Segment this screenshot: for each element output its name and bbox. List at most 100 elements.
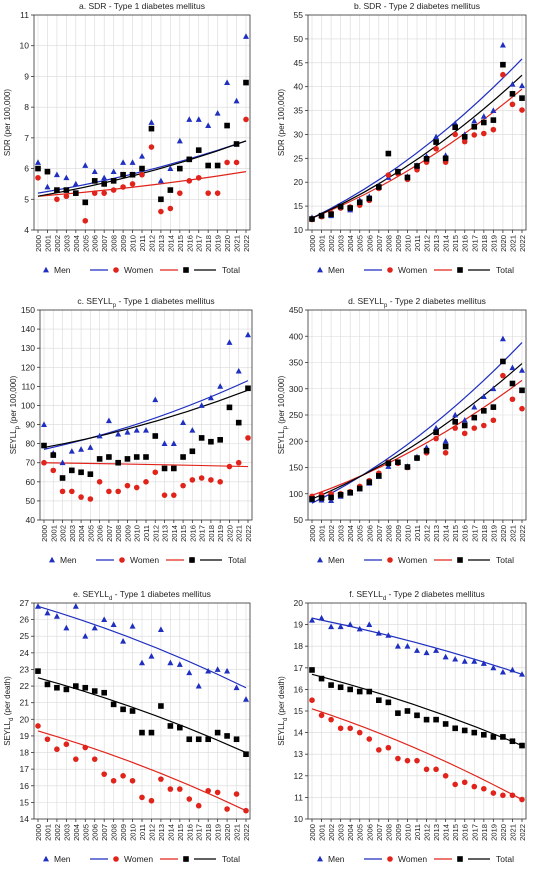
x-tick-label: 2008 bbox=[384, 824, 393, 841]
legend-label: Women bbox=[124, 854, 153, 864]
y-tick-label: 90 bbox=[26, 420, 36, 430]
data-point-women bbox=[442, 773, 449, 779]
x-tick-label: 2018 bbox=[204, 824, 213, 841]
trend-line-total bbox=[37, 677, 247, 754]
legend-marker bbox=[387, 557, 393, 563]
x-tick-label: 2022 bbox=[242, 235, 251, 252]
data-point-total bbox=[404, 464, 411, 470]
y-tick-label: 23 bbox=[20, 664, 30, 674]
data-point-women bbox=[309, 697, 315, 703]
data-point-women bbox=[50, 467, 57, 474]
data-point-total bbox=[500, 61, 506, 68]
data-point-men bbox=[490, 664, 497, 671]
y-tick-label: 60 bbox=[26, 477, 36, 487]
data-point-men bbox=[217, 383, 224, 389]
data-point-women bbox=[101, 771, 107, 777]
y-axis-label: SEYLLd (per death) bbox=[3, 676, 15, 746]
data-point-total bbox=[243, 751, 249, 757]
x-tick-label: 2011 bbox=[413, 824, 422, 840]
data-point-men bbox=[129, 623, 136, 629]
data-point-total bbox=[91, 178, 98, 184]
data-point-total bbox=[143, 454, 149, 460]
y-tick-label: 55 bbox=[294, 10, 304, 20]
y-tick-label: 15 bbox=[294, 706, 304, 716]
data-point-women bbox=[139, 171, 145, 178]
legend-marker bbox=[113, 267, 119, 273]
data-point-total bbox=[180, 454, 186, 460]
x-tick-label: 2011 bbox=[413, 235, 422, 251]
data-point-men bbox=[499, 668, 506, 675]
y-tick-label: 50 bbox=[294, 34, 304, 44]
data-point-total bbox=[442, 443, 449, 450]
y-tick-label: 21 bbox=[20, 698, 30, 708]
data-point-men bbox=[180, 419, 187, 426]
x-tick-label: 2016 bbox=[185, 824, 194, 841]
data-point-total bbox=[129, 171, 136, 178]
x-tick-label: 2014 bbox=[166, 235, 175, 252]
data-point-men bbox=[195, 116, 202, 122]
data-point-total bbox=[101, 181, 107, 187]
x-tick-label: 2008 bbox=[110, 235, 119, 252]
y-tick-label: 11 bbox=[294, 792, 303, 802]
y-tick-label: 30 bbox=[294, 129, 304, 139]
y-tick-label: 22 bbox=[20, 681, 30, 691]
x-tick-label: 2022 bbox=[242, 824, 251, 841]
data-point-women bbox=[91, 190, 98, 196]
x-tick-label: 2013 bbox=[157, 824, 166, 841]
y-tick-label: 200 bbox=[289, 436, 303, 446]
x-tick-label: 2008 bbox=[110, 824, 119, 841]
chart-panel-1: a. SDR - Type 1 diabetes mellitus 4 5 6 7 8 9 1… bbox=[3, 1, 251, 275]
data-point-men bbox=[471, 117, 478, 124]
data-point-men bbox=[224, 667, 231, 674]
x-tick-label: 2018 bbox=[480, 235, 489, 252]
y-tick-label: 14 bbox=[294, 728, 304, 738]
x-tick-label: 2004 bbox=[77, 525, 86, 542]
y-tick-label: 80 bbox=[26, 439, 36, 449]
y-tick-label: 15 bbox=[294, 201, 304, 211]
data-point-women bbox=[69, 488, 75, 495]
y-tick-label: 12 bbox=[294, 771, 304, 781]
legend-item-women: Women bbox=[113, 854, 178, 864]
data-point-women bbox=[189, 477, 196, 483]
x-tick-label: 2004 bbox=[346, 525, 355, 542]
data-point-men bbox=[499, 335, 506, 342]
data-point-total bbox=[356, 199, 363, 206]
data-point-men bbox=[233, 684, 240, 691]
legend-marker bbox=[183, 267, 189, 273]
data-point-total bbox=[205, 736, 211, 743]
x-tick-label: 2020 bbox=[499, 824, 508, 841]
y-axis-label: SEYLLd (per death) bbox=[277, 676, 289, 746]
data-point-women bbox=[78, 494, 84, 500]
x-tick-label: 2001 bbox=[43, 235, 52, 252]
x-tick-label: 2017 bbox=[470, 824, 479, 841]
data-point-women bbox=[143, 479, 149, 485]
chart-panel-6: f. SEYLLd - Type 2 diabetes mellitus 10 11… bbox=[277, 589, 527, 864]
x-tick-label: 2002 bbox=[59, 525, 68, 542]
x-tick-label: 2019 bbox=[214, 824, 223, 841]
x-tick-label: 2013 bbox=[432, 525, 441, 542]
legend-item-women: Women bbox=[387, 555, 452, 565]
data-point-women bbox=[471, 132, 478, 138]
x-tick-label: 2015 bbox=[451, 824, 460, 841]
data-point-total bbox=[395, 459, 401, 466]
legend-item-total: Total bbox=[457, 265, 514, 275]
data-point-men bbox=[139, 153, 145, 159]
data-point-women bbox=[35, 174, 41, 181]
x-tick-label: 2017 bbox=[470, 525, 479, 542]
x-tick-label: 2017 bbox=[470, 235, 479, 252]
data-point-total bbox=[433, 139, 439, 145]
data-point-men bbox=[139, 659, 145, 666]
x-tick-label: 2021 bbox=[508, 525, 517, 542]
data-point-total bbox=[245, 385, 251, 392]
data-point-total bbox=[224, 733, 230, 739]
legend-label: Men bbox=[328, 265, 345, 275]
data-point-men bbox=[44, 609, 51, 616]
data-point-women bbox=[120, 773, 126, 779]
x-tick-label: 2015 bbox=[451, 235, 460, 252]
data-point-total bbox=[461, 422, 468, 429]
data-point-women bbox=[120, 184, 126, 190]
y-tick-label: 40 bbox=[26, 515, 36, 525]
data-point-women bbox=[481, 422, 487, 429]
x-tick-label: 2004 bbox=[72, 824, 81, 841]
y-tick-label: 19 bbox=[294, 620, 304, 630]
